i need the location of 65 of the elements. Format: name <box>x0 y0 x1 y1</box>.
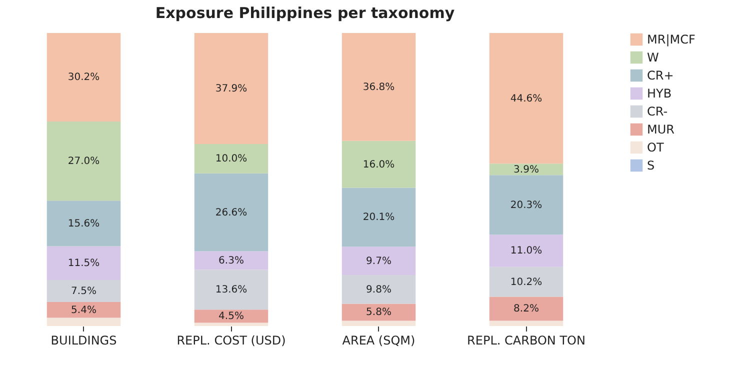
data-label: 26.6% <box>215 207 248 218</box>
legend-label: CR- <box>647 104 668 118</box>
bar <box>194 270 268 310</box>
legend-label: MUR <box>647 122 674 136</box>
bar <box>46 246 121 280</box>
data-label: 10.0% <box>215 154 248 165</box>
bar <box>46 318 121 326</box>
bar <box>46 280 121 302</box>
chart-title: Exposure Philippines per taxonomy <box>155 4 455 22</box>
data-label: 8.2% <box>514 304 539 315</box>
data-label: 44.6% <box>510 93 542 104</box>
bar <box>46 200 121 246</box>
data-label: 20.3% <box>510 200 542 211</box>
x-tick-label: AREA (SQM) <box>342 334 416 348</box>
bar <box>342 188 416 247</box>
data-label: 16.0% <box>362 159 395 170</box>
bar <box>342 246 416 276</box>
data-label: 9.7% <box>366 256 392 267</box>
bar <box>489 33 564 164</box>
x-tick-label: REPL. CARBON TON <box>467 334 586 348</box>
data-label: 27.0% <box>68 156 100 168</box>
data-label: 15.6% <box>68 218 100 230</box>
x-tick-label: REPL. COST (USD) <box>176 334 286 348</box>
bar <box>46 302 121 318</box>
data-label: 10.2% <box>510 276 542 288</box>
data-label: 3.9% <box>514 164 539 176</box>
legend-label: S <box>647 158 655 172</box>
bar <box>342 275 416 304</box>
legend-label: W <box>647 50 659 64</box>
bar <box>342 304 416 321</box>
data-label: 13.6% <box>215 284 248 296</box>
bar <box>194 173 268 252</box>
bar <box>46 121 121 201</box>
data-label: 30.2% <box>68 72 100 84</box>
bar <box>46 33 121 122</box>
bar <box>342 140 416 188</box>
data-label: 11.5% <box>68 258 100 270</box>
data-label: 37.9% <box>215 84 248 95</box>
bar <box>489 175 564 235</box>
bar <box>194 322 268 326</box>
data-label: 20.1% <box>362 212 395 224</box>
data-label: 6.3% <box>218 256 244 267</box>
data-label: 5.4% <box>71 304 96 316</box>
data-label: 11.0% <box>510 246 542 257</box>
data-label: 5.8% <box>366 307 392 318</box>
bar <box>489 320 564 326</box>
legend-label: CR+ <box>647 68 674 82</box>
legend-label: HYB <box>647 86 672 100</box>
bar <box>194 33 268 144</box>
bar <box>489 296 564 321</box>
bar <box>342 33 416 141</box>
bar <box>489 266 564 297</box>
x-tick-label: BUILDINGS <box>50 334 117 348</box>
data-label: 36.8% <box>362 82 395 93</box>
bar <box>194 251 268 270</box>
bar <box>489 164 564 176</box>
bar <box>194 310 268 323</box>
data-label: 7.5% <box>71 286 96 297</box>
bar <box>194 144 268 174</box>
bar <box>489 234 564 267</box>
legend-label: OT <box>647 140 664 154</box>
data-label: 9.8% <box>366 284 392 296</box>
data-label: 4.5% <box>218 311 244 322</box>
bar <box>342 320 416 326</box>
legend-label: MR|MCF <box>647 32 696 46</box>
